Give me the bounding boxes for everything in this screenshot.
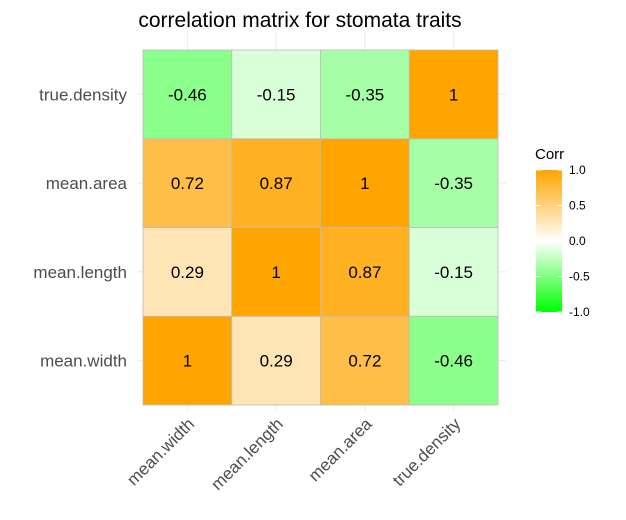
cell-value-label: -0.35 [434,174,473,193]
cell-value-label: -0.15 [257,85,296,104]
heatmap-cell [408,315,499,406]
heatmap-cell [320,49,410,140]
x-tick-label: true.density [389,414,465,490]
heatmap-cells: 1 0.29 0.72 -0.46 0.29 1 0.87 -0.15 0.72 0.87 1 -0.… [142,49,499,406]
cell-value-label: -0.35 [346,85,385,104]
cell-value-label: 0.72 [348,352,381,371]
heatmap-cell [231,315,321,406]
heatmap-cell [320,138,410,228]
cell-value-label: -0.46 [168,85,207,104]
cell-value-label: 1 [183,352,192,371]
y-tick-label: mean.length [33,263,127,282]
cell-value-label: 1 [360,174,369,193]
legend-tick-label: 1.0 [569,163,586,177]
legend-title: Corr [535,146,564,163]
heatmap-cell [408,49,499,140]
legend-tick-label: -1.0 [569,305,590,319]
heatmap-cell [142,49,233,140]
cell-value-label: -0.46 [434,352,473,371]
y-tick-label: mean.area [46,174,128,193]
x-tick-label: mean.area [305,414,376,485]
y-tick-label: mean.width [40,352,127,371]
legend-tick-label: 0.0 [569,234,586,248]
heatmap-cell [408,138,499,228]
cell-value-label: 1 [271,263,280,282]
cell-value-label: 0.29 [260,352,293,371]
cell-value-label: 0.87 [260,174,293,193]
x-tick-label: mean.length [207,414,287,494]
cell-value-label: 0.87 [348,263,381,282]
cell-value-label: 0.72 [171,174,204,193]
heatmap-cell [320,315,410,406]
legend-tick-label: -0.5 [569,270,590,284]
cell-value-label: 1 [449,85,458,104]
heatmap-cell [408,227,499,317]
chart-title: correlation matrix for stomata traits [138,9,461,32]
heatmap-cell [142,315,233,406]
y-tick-label: true.density [39,85,127,104]
x-tick-label: mean.width [123,414,198,489]
legend-ticks: 1.0 0.5 0.0 -0.5 -1.0 [536,163,590,319]
heatmap-cell [231,49,321,140]
heatmap-cell [231,227,321,317]
legend: Corr 1.0 0.5 0.0 -0.5 -1.0 [535,146,590,319]
cell-value-label: -0.15 [434,263,473,282]
cell-value-label: 0.29 [171,263,204,282]
heatmap-cell [142,138,233,228]
legend-tick-label: 0.5 [569,199,586,213]
